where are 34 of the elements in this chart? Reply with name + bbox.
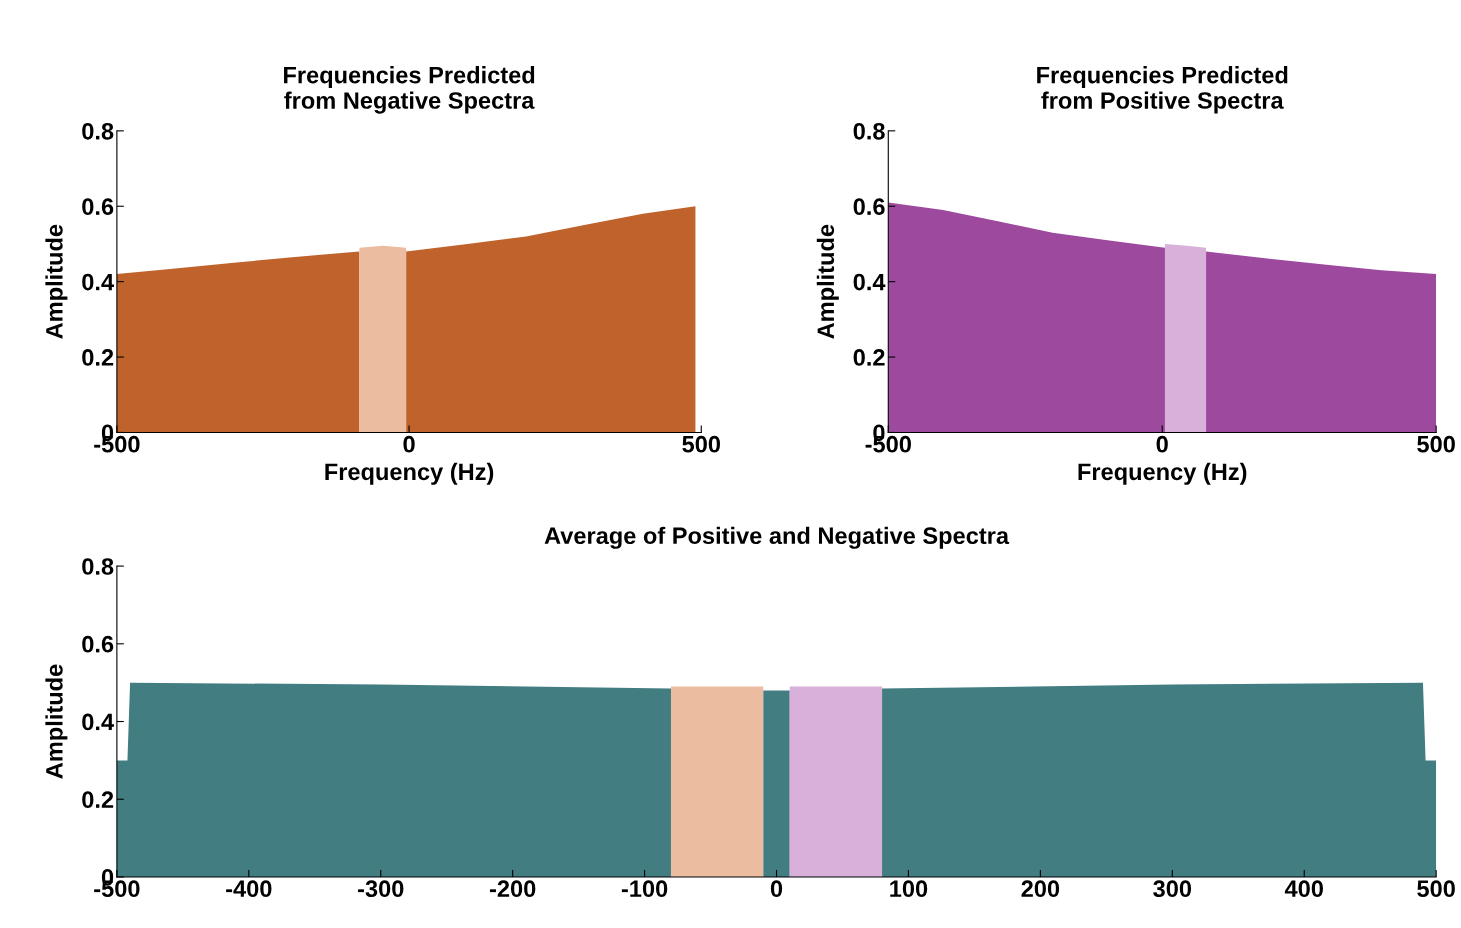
y-tick-label: 0.4 xyxy=(82,273,114,291)
x-axis-title: Frequency (Hz) xyxy=(325,462,494,485)
y-tick-label: 0.2 xyxy=(853,349,885,366)
x-tick-label: -200 xyxy=(489,880,536,898)
y-tick-label: 0.4 xyxy=(853,273,886,291)
y-tick-label: 0.8 xyxy=(853,122,885,140)
x-tick-label: -400 xyxy=(226,880,272,898)
x-tick-label: 200 xyxy=(1021,880,1060,898)
y-axis-title: Amplitude xyxy=(45,224,68,339)
chart-title: Frequencies Predicted from Negative Spectra xyxy=(284,66,535,114)
x-tick-label: 100 xyxy=(890,880,928,898)
y-tick-label: 0.8 xyxy=(82,558,114,575)
x-tick-label: 300 xyxy=(1153,880,1192,898)
x-tick-label: -300 xyxy=(358,880,404,898)
y-tick-label: 0.4 xyxy=(82,713,114,731)
x-axis-title: Frequency (Hz) xyxy=(1078,462,1247,485)
chart-title: Frequencies Predicted from Positive Spectra xyxy=(1037,66,1288,114)
chart-title: Average of Positive and Negative Spectra xyxy=(544,526,1010,549)
y-axis-title: Amplitude xyxy=(816,224,839,339)
y-tick-label: 0.8 xyxy=(82,122,114,140)
x-tick-label: 500 xyxy=(1417,880,1455,898)
x-tick-label: -100 xyxy=(621,880,668,898)
x-tick-label: 0 xyxy=(403,435,415,453)
x-tick-label: 0 xyxy=(770,880,783,898)
y-tick-label: 0.6 xyxy=(82,198,114,216)
y-axis-title: Amplitude xyxy=(45,664,68,779)
x-tick-label: 400 xyxy=(1284,880,1323,898)
y-tick-label: 0.6 xyxy=(853,198,885,216)
y-tick-label: 0.6 xyxy=(82,635,114,653)
x-tick-label: 500 xyxy=(1417,435,1455,453)
y-tick-label: 0.2 xyxy=(82,349,114,366)
x-tick-label: 500 xyxy=(682,435,721,453)
y-tick-label: 0.2 xyxy=(82,791,114,809)
x-tick-label: 0 xyxy=(1156,435,1168,453)
